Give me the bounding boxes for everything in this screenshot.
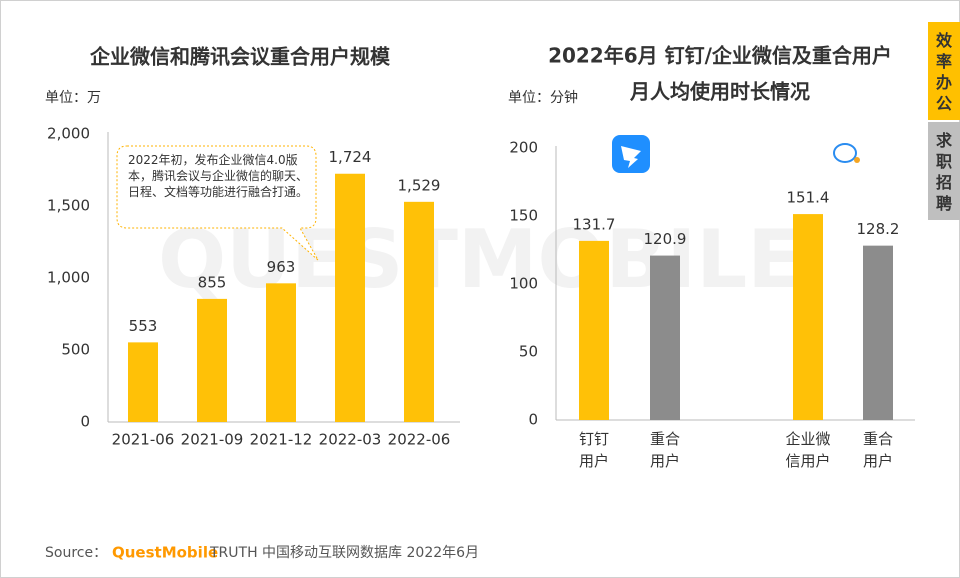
y-tick-label: 0: [80, 413, 90, 431]
source-brand: QuestMobile: [112, 544, 218, 562]
wecom-icon: [833, 143, 857, 163]
wecom-dot: [854, 157, 860, 163]
value-label: 131.7: [573, 215, 616, 233]
x-tick-label: 重合 用户: [862, 430, 893, 470]
annotation: 2022年初，发布企业微信4.0版本，腾讯会议与企业微信的聊天、日程、文档等功能…: [128, 153, 308, 199]
tab-jobs-label[interactable]: 求职招聘: [930, 130, 958, 216]
value-label: 151.4: [787, 189, 830, 207]
tab-text[interactable]: 求职招聘: [935, 131, 952, 213]
value-label: 1,529: [398, 176, 441, 194]
y-tick-label: 150: [509, 207, 538, 225]
tab-office-label[interactable]: 效率办公: [930, 30, 958, 116]
bar: [266, 283, 296, 422]
bar: [793, 214, 823, 420]
bar: [863, 245, 893, 420]
x-tick-label: 2021-06: [112, 431, 175, 449]
x-tick-label: 2022-06: [388, 431, 451, 449]
y-tick-label: 0: [528, 411, 538, 429]
x-tick-label: 企业微 信用户: [785, 430, 831, 470]
chart-title: 月人均使用时长情况: [629, 80, 810, 104]
bar: [579, 240, 609, 420]
annotation-box: [116, 145, 319, 261]
annotation-text: 2022年初，发布企业微信4.0版本，腾讯会议与企业微信的聊天、日程、文档等功能…: [128, 153, 308, 199]
x-tick-label: 重合 用户: [649, 430, 680, 470]
tab-jobs[interactable]: [928, 122, 960, 220]
tab-text[interactable]: 效率办公: [935, 31, 952, 113]
source-label: Source：: [45, 545, 107, 561]
y-tick-label: 50: [519, 343, 538, 361]
y-tick-label: 500: [61, 341, 90, 359]
y-tick-label: 100: [509, 275, 538, 293]
bar: [650, 255, 680, 420]
value-label: 120.9: [644, 230, 687, 248]
x-tick-text: 重合 用户: [649, 430, 680, 470]
dingtalk-glyph: [621, 146, 641, 168]
x-tick-label: 钉钉 用户: [578, 430, 609, 470]
chart-title: 2022年6月 钉钉/企业微信及重合用户: [548, 44, 892, 68]
y-tick-label: 200: [509, 139, 538, 157]
value-label: 855: [198, 273, 227, 291]
value-label: 963: [267, 258, 296, 276]
y-tick-label: 2,000: [47, 125, 90, 143]
x-tick-text: 重合 用户: [862, 430, 893, 470]
bar: [197, 298, 227, 422]
unit: 单位：万: [45, 90, 101, 106]
x-tick-text: 钉钉 用户: [578, 430, 609, 470]
x-tick-label: 2021-12: [250, 431, 313, 449]
y-tick-label: 1,000: [47, 269, 90, 287]
x-tick-label: 2022-03: [319, 431, 382, 449]
bar: [128, 342, 158, 422]
bar: [404, 201, 434, 422]
value-label: 553: [129, 317, 158, 335]
x-tick-text: 企业微 信用户: [785, 430, 831, 470]
unit: 单位：分钟: [508, 89, 578, 106]
tab-office[interactable]: [928, 22, 960, 120]
chart-title: 企业微信和腾讯会议重合用户规模: [89, 45, 391, 69]
source-text: TRUTH 中国移动互联网数据库 2022年6月: [209, 545, 479, 561]
value-label: 1,724: [329, 148, 372, 166]
y-tick-label: 1,500: [47, 197, 90, 215]
value-label: 128.2: [857, 220, 900, 238]
x-tick-label: 2021-09: [181, 431, 244, 449]
bar: [335, 173, 365, 422]
